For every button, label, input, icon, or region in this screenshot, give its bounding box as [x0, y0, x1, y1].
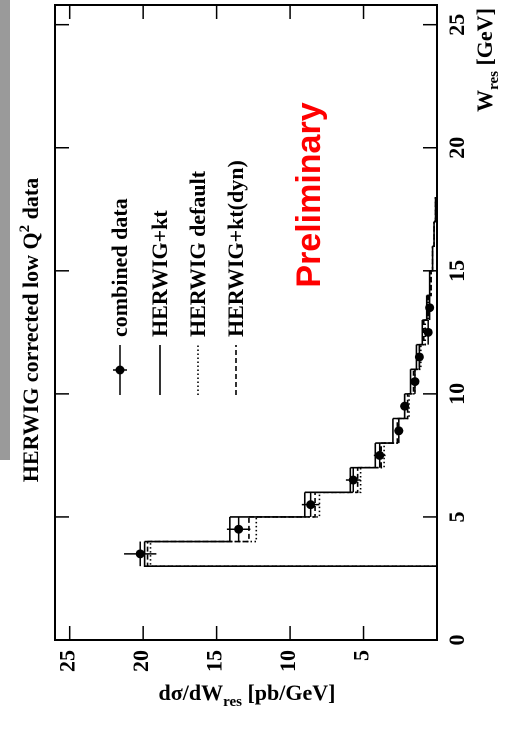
legend-label: HERWIG+kt(dyn)	[223, 160, 248, 337]
histogram-step	[416, 320, 424, 346]
histogram-step	[248, 492, 316, 518]
x-tick-label: 15	[444, 260, 469, 282]
histogram-step	[304, 467, 352, 494]
histogram-step	[397, 393, 409, 420]
data-point	[394, 426, 404, 436]
data-point	[414, 352, 424, 362]
y-tick-label: 10	[275, 650, 300, 672]
y-tick-label: 20	[128, 650, 153, 672]
x-tick-label: 0	[444, 635, 469, 646]
histogram-step	[144, 516, 231, 543]
x-label-main: W	[472, 90, 497, 112]
annotation: Preliminary	[290, 102, 328, 287]
histogram-step	[384, 418, 400, 444]
histogram-step	[149, 541, 437, 567]
data-point	[425, 303, 435, 313]
histogram-step	[147, 516, 250, 543]
data-point	[423, 327, 433, 337]
histogram-step	[426, 270, 431, 297]
x-tick-label: 25	[444, 14, 469, 36]
histogram-step	[143, 541, 437, 567]
y-label-sub: res	[223, 694, 242, 710]
legend-label: HERWIG default	[185, 170, 210, 337]
histogram-step	[404, 369, 412, 395]
title-sup: 2	[17, 225, 33, 233]
data-point	[306, 500, 316, 510]
x-tick-label: 20	[444, 137, 469, 159]
data-point	[234, 524, 244, 534]
y-tick-label: 15	[202, 650, 227, 672]
x-tick-label: 10	[444, 383, 469, 405]
rotated-plot: HERWIG corrected low Q2 data Wres [GeV] …	[17, 4, 502, 710]
histogram-step	[419, 320, 425, 346]
data-point	[410, 377, 420, 387]
data-point	[375, 450, 385, 460]
y-axis-label: dσ/dWres [pb/GeV]	[159, 680, 336, 710]
title-main: HERWIG corrected low Q	[18, 232, 43, 482]
x-label-unit: [GeV]	[472, 8, 497, 71]
histogram-step	[319, 467, 362, 494]
y-label-unit: [pb/GeV]	[242, 680, 336, 705]
frame	[54, 4, 438, 641]
legend-marker	[115, 365, 125, 375]
histogram-step	[229, 492, 306, 518]
y-label-main: dσ/dW	[159, 680, 224, 705]
histogram-step	[428, 270, 432, 297]
y-tick-label: 25	[55, 650, 80, 672]
histogram-step	[432, 221, 435, 248]
x-tick-label: 5	[444, 511, 469, 522]
histogram-step	[315, 467, 359, 494]
side-bar	[0, 0, 10, 460]
histogram-step	[431, 246, 434, 272]
data-point	[400, 401, 410, 411]
histogram-step	[146, 541, 437, 567]
histogram-step	[407, 369, 415, 395]
x-label-sub: res	[486, 71, 502, 90]
legend-label: HERWIG+kt	[147, 210, 172, 337]
histogram-step	[434, 196, 437, 223]
histogram-step	[350, 443, 377, 469]
data-point	[348, 475, 358, 485]
histogram-step	[375, 418, 394, 444]
x-axis-label: Wres [GeV]	[472, 8, 502, 112]
data-point	[135, 549, 145, 559]
chart-title: HERWIG corrected low Q2 data	[17, 178, 43, 483]
y-tick-label: 5	[349, 650, 374, 661]
title-tail: data	[18, 178, 43, 225]
legend-label: combined data	[107, 198, 132, 337]
